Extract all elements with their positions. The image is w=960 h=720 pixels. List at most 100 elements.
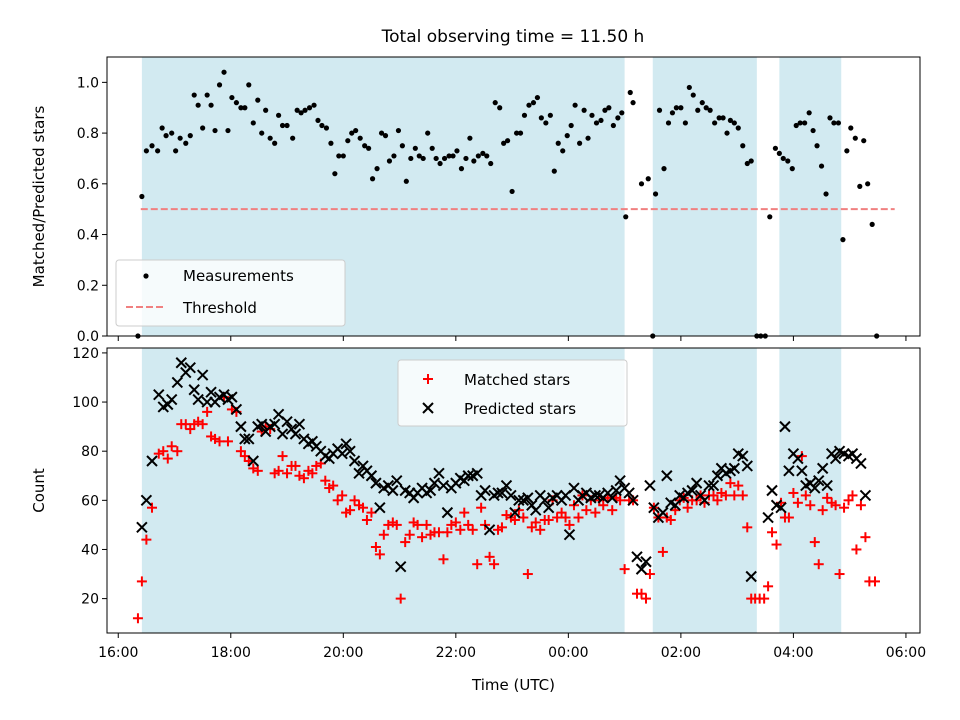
matched-star-point xyxy=(433,527,444,538)
x-tick-label: 02:00 xyxy=(661,645,701,661)
matched-star-point xyxy=(640,593,651,604)
matched-star-point xyxy=(737,490,748,501)
bottom-legend-box xyxy=(397,359,628,427)
top-y-axis: 0.0 0.2 0.4 0.6 0.8 1.0 xyxy=(77,75,107,345)
matched-star-point xyxy=(214,436,225,447)
measurement-point xyxy=(187,133,193,139)
matched-star-point xyxy=(345,505,356,516)
measurement-point xyxy=(362,143,368,149)
measurement-point xyxy=(551,168,557,174)
measurement-point xyxy=(712,120,718,126)
x-tick-label: 16:00 xyxy=(98,645,138,661)
measurement-point xyxy=(593,120,600,126)
measurement-point xyxy=(530,100,537,106)
predicted-star-point xyxy=(745,570,757,583)
measurement-point xyxy=(353,127,359,134)
measurement-point xyxy=(656,107,663,113)
measurement-point xyxy=(250,120,256,126)
matched-star-point xyxy=(607,505,618,516)
measurement-point xyxy=(458,166,465,172)
measurement-point xyxy=(173,148,179,154)
measurement-point xyxy=(155,148,161,154)
measurement-point xyxy=(865,181,871,187)
measurement-point xyxy=(669,110,676,116)
measurement-point xyxy=(695,107,701,113)
measurement-point xyxy=(869,221,875,227)
matched-star-point xyxy=(839,502,850,513)
matched-star-point xyxy=(729,490,740,501)
measurement-point xyxy=(391,153,397,159)
measurement-point xyxy=(267,135,273,141)
matched-star-point xyxy=(277,451,288,462)
legend-cross-glyph xyxy=(422,402,434,414)
predicted-star-point xyxy=(348,455,361,467)
measurement-point xyxy=(581,107,587,113)
matched-star-point xyxy=(792,497,803,508)
legend-plus-glyph xyxy=(423,374,433,384)
matched-star-point xyxy=(412,519,423,530)
predicted-star-point xyxy=(146,455,158,467)
predicted-star-point xyxy=(859,489,872,502)
predicted-star-point xyxy=(483,524,496,536)
matched-star-point xyxy=(530,517,541,528)
predicted-star-point xyxy=(635,563,648,575)
measurement-point xyxy=(311,102,317,108)
matched-star-point xyxy=(172,446,183,457)
matched-star-point xyxy=(141,534,152,545)
matched-star-point xyxy=(813,559,824,570)
matched-star-point xyxy=(619,564,630,575)
predicted-star-point xyxy=(513,494,525,507)
legend-measurements-marker xyxy=(143,273,149,279)
predicted-star-point xyxy=(205,386,217,398)
measurement-point xyxy=(242,105,248,111)
matched-star-point xyxy=(522,569,533,580)
measurement-point xyxy=(844,148,850,154)
measurement-point xyxy=(724,130,730,136)
measurement-point xyxy=(638,181,645,187)
measurement-point xyxy=(471,158,477,164)
measurement-point xyxy=(480,150,486,156)
measurement-point xyxy=(690,92,696,98)
predicted-star-point xyxy=(690,477,703,489)
measurement-point xyxy=(169,130,175,136)
matched-star-point xyxy=(855,500,866,511)
measurement-point xyxy=(366,145,372,151)
measurement-point xyxy=(577,140,583,146)
measurement-point xyxy=(785,158,791,164)
matched-star-point xyxy=(328,480,339,491)
matched-star-point xyxy=(834,569,845,580)
predicted-star-point xyxy=(428,477,441,489)
measurement-point xyxy=(195,102,201,108)
legend-predicted-label: Predicted stars xyxy=(464,400,576,418)
measurement-point xyxy=(731,120,737,126)
predicted-star-point xyxy=(340,438,352,450)
measurement-point xyxy=(686,84,692,91)
measurement-point xyxy=(547,112,553,118)
predicted-star-point xyxy=(627,494,639,507)
measurement-point xyxy=(255,97,261,103)
matched-star-point xyxy=(332,495,343,506)
predicted-star-point xyxy=(509,506,521,519)
matched-star-point xyxy=(298,473,309,484)
measurement-point xyxy=(143,148,149,154)
measurement-point xyxy=(429,145,435,151)
measurement-point xyxy=(369,176,376,182)
predicted-star-point xyxy=(829,452,842,465)
measurement-point xyxy=(823,191,829,197)
measurement-point xyxy=(382,133,389,139)
predicted-star-point xyxy=(344,445,356,457)
matched-star-point xyxy=(759,593,770,604)
predicted-star-point xyxy=(762,511,774,524)
matched-star-point xyxy=(421,519,432,530)
matched-star-point xyxy=(450,517,461,528)
measurement-point xyxy=(349,130,355,136)
top-legend: Measurements Threshold xyxy=(115,259,346,327)
measurement-point xyxy=(568,122,574,129)
matched-star-point xyxy=(725,478,736,489)
predicted-star-point xyxy=(539,494,551,507)
measurement-point xyxy=(446,153,452,159)
matched-star-point xyxy=(665,514,676,525)
matched-star-point xyxy=(830,500,841,511)
measurement-point xyxy=(818,163,825,169)
measurement-point xyxy=(852,135,858,141)
